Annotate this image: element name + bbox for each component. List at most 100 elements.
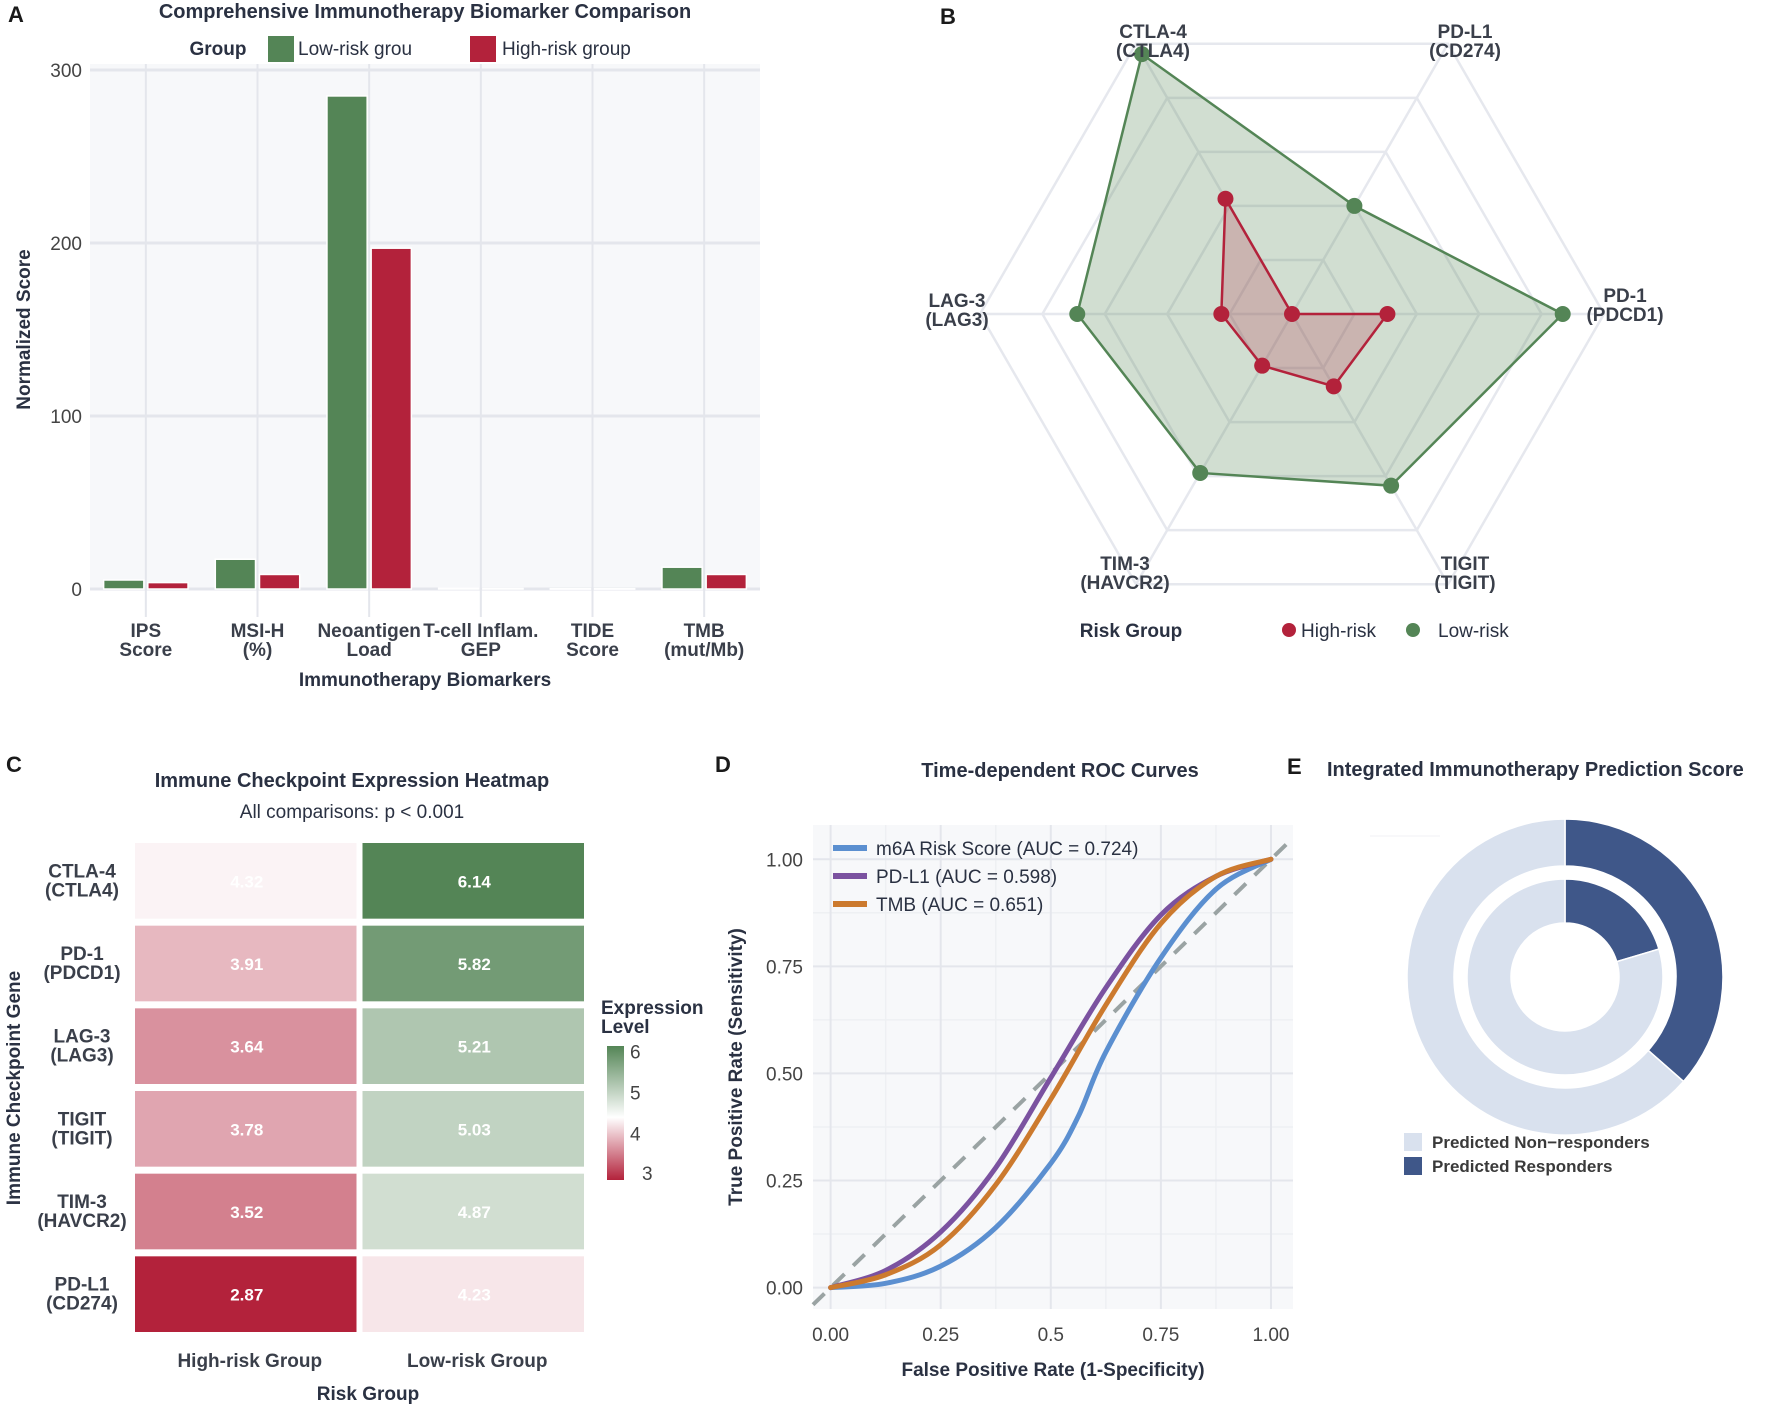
roc-curve-m6a	[828, 856, 1274, 1291]
heatmap-cell	[362, 843, 584, 919]
radar-axis-label: LAG-3 (LAG3)	[925, 291, 988, 331]
heatmap-cell-value: 6.14	[458, 872, 492, 891]
bar-high-risk	[258, 573, 301, 590]
radar-spoke	[1290, 313, 1450, 585]
heatmap-row-label: TIM-3 (HAVCR2)	[37, 1192, 126, 1232]
panel-b-radar-chart: CTLA-4 (CTLA4) PD-L1 (CD274) PD-1 (PDCD1) TIGI…	[925, 22, 1663, 642]
heatmap-cell	[362, 1256, 584, 1332]
x-axis-title: Risk Group	[317, 1384, 419, 1405]
heatmap-cell-value: 5.21	[458, 1038, 491, 1057]
heatmap-cell-value: 2.87	[230, 1286, 263, 1305]
x-category-label: T-cell Inflam. GEP	[423, 621, 538, 661]
panel-letter-d: D	[715, 752, 731, 777]
legend-label: TMB (AUC = 0.651)	[876, 895, 1043, 916]
bar-low-risk	[661, 566, 703, 590]
colorbar-tick-label: 4	[630, 1125, 641, 1146]
panel-letter-b: B	[940, 4, 956, 29]
chart-title: Comprehensive Immunotherapy Biomarker Co…	[159, 1, 691, 23]
bar-low-risk	[326, 95, 368, 590]
radar-point-low-risk	[1133, 46, 1150, 63]
heatmap-row-label: LAG-3 (LAG3)	[50, 1027, 113, 1067]
panel-e-donut-chart: Integrated Immunotherapy Prediction Scor…	[1327, 759, 1744, 1176]
heatmap-cell-value: 3.78	[230, 1120, 263, 1139]
chart-title: Time-dependent ROC Curves	[921, 760, 1198, 782]
legend-marker-low-risk	[1406, 623, 1420, 637]
heatmap-cell	[362, 1091, 584, 1167]
legend-swatch-high-risk	[470, 36, 496, 62]
y-axis-title: Immune Checkpoint Gene	[4, 971, 25, 1205]
x-tick-label: 1.00	[1252, 1325, 1289, 1346]
y-tick-label: 300	[50, 61, 82, 82]
colorbar-tick-label: 5	[630, 1084, 641, 1105]
x-category-label: Neoantigen Load	[317, 621, 420, 661]
x-category-label: TIDE Score	[566, 621, 619, 661]
heatmap-cell	[135, 843, 357, 919]
donut-slice-outer-non-responders	[1406, 818, 1685, 1136]
heatmap-cell	[362, 1008, 584, 1084]
panel-letter-c: C	[6, 752, 22, 777]
x-axis-title: Immunotherapy Biomarkers	[299, 670, 551, 691]
y-tick-label: 0.50	[766, 1064, 803, 1085]
legend-title: Risk Group	[1080, 621, 1182, 642]
heatmap-cell-value: 5.82	[458, 955, 491, 974]
legend-label-low-risk: Low-risk grou	[298, 39, 412, 60]
radar-point-high-risk	[1254, 357, 1271, 374]
heatmap-row-label: PD-1 (PDCD1)	[43, 944, 120, 984]
x-axis-title: False Positive Rate (1-Specificity)	[901, 1360, 1204, 1381]
heatmap-cell-value: 3.52	[230, 1203, 263, 1222]
bar-high-risk	[705, 573, 748, 590]
heatmap-cell-value: 5.03	[458, 1120, 491, 1139]
heatmap-column-label: High-risk Group	[177, 1351, 322, 1372]
x-category-label: MSI-H (%)	[231, 621, 285, 661]
panel-c-heatmap: 4.32 6.14 CTLA-4 (CTLA4) 3.91 5.82 PD-1 (PDCD1)…	[4, 770, 703, 1405]
panel-d-roc-chart: 0.00 0.25 0.5 0.75 1.00 0.00 0.25 0.50 0.75 1.00 T…	[726, 760, 1293, 1381]
chart-subtitle: All comparisons: p < 0.001	[240, 802, 464, 823]
y-axis-title: True Positive Rate (Sensitivity)	[726, 928, 747, 1206]
radar-axis-label: TIGIT (TIGIT)	[1434, 554, 1495, 594]
radar-point-low-risk	[1069, 306, 1086, 322]
heatmap-cell-value: 3.64	[230, 1038, 264, 1057]
radar-axis-label: CTLA-4 (CTLA4)	[1116, 22, 1190, 62]
bar-low-risk	[102, 579, 145, 590]
colorbar	[607, 1046, 624, 1180]
radar-point-low-risk	[1554, 306, 1571, 322]
roc-curve-tmb	[828, 856, 1274, 1291]
heatmap-row-label: PD-L1 (CD274)	[46, 1275, 118, 1315]
legend-label-high-risk: High-risk	[1301, 621, 1376, 642]
bar-high-risk	[593, 587, 636, 590]
radar-point-high-risk	[1379, 306, 1396, 322]
y-tick-label: 0.25	[766, 1172, 803, 1193]
heatmap-cell-value: 3.91	[230, 955, 263, 974]
radar-point-high-risk	[1284, 306, 1300, 322]
radar-axis-label: PD-L1 (CD274)	[1429, 22, 1501, 62]
heatmap-cell-value: 4.87	[458, 1203, 491, 1222]
heatmap-cell	[135, 1256, 357, 1332]
heatmap-row-label: TIGIT (TIGIT)	[51, 1109, 112, 1149]
legend-label: m6A Risk Score (AUC = 0.724)	[876, 839, 1138, 860]
radar-point-low-risk	[1383, 477, 1400, 494]
donut-slice-inner-non-responders	[1466, 878, 1664, 1076]
y-tick-label: 1.00	[766, 850, 803, 871]
heatmap-cell	[362, 1173, 584, 1250]
x-tick-label: 0.75	[1142, 1325, 1179, 1346]
legend-title: Group	[190, 39, 247, 60]
y-tick-label: 0	[71, 580, 82, 601]
radar-point-low-risk	[1192, 464, 1209, 481]
heatmap-cell-value: 4.23	[458, 1286, 491, 1305]
legend-swatch	[1404, 1133, 1422, 1151]
radar-area-low-risk	[1075, 52, 1565, 487]
colorbar-title: Expression Level	[601, 998, 703, 1038]
panel-letter-a: A	[8, 2, 24, 27]
heatmap-cell-value: 4.32	[230, 872, 263, 891]
y-tick-label: 0.75	[766, 957, 803, 978]
y-tick-label: 0.00	[766, 1279, 803, 1300]
radar-axis-label: TIM-3 (HAVCR2)	[1080, 554, 1169, 594]
legend-label-high-risk: High-risk group	[502, 39, 631, 60]
chart-title: Immune Checkpoint Expression Heatmap	[155, 770, 550, 792]
bar-high-risk	[147, 581, 189, 590]
legend-label-low-risk: Low-risk	[1438, 621, 1509, 642]
panel-a-bar-chart: 0 100 200 300 IPS Score MSI-H (%) Neoantigen Load…	[14, 1, 760, 691]
bar-low-risk	[214, 558, 257, 590]
bar-low-risk	[437, 587, 480, 590]
